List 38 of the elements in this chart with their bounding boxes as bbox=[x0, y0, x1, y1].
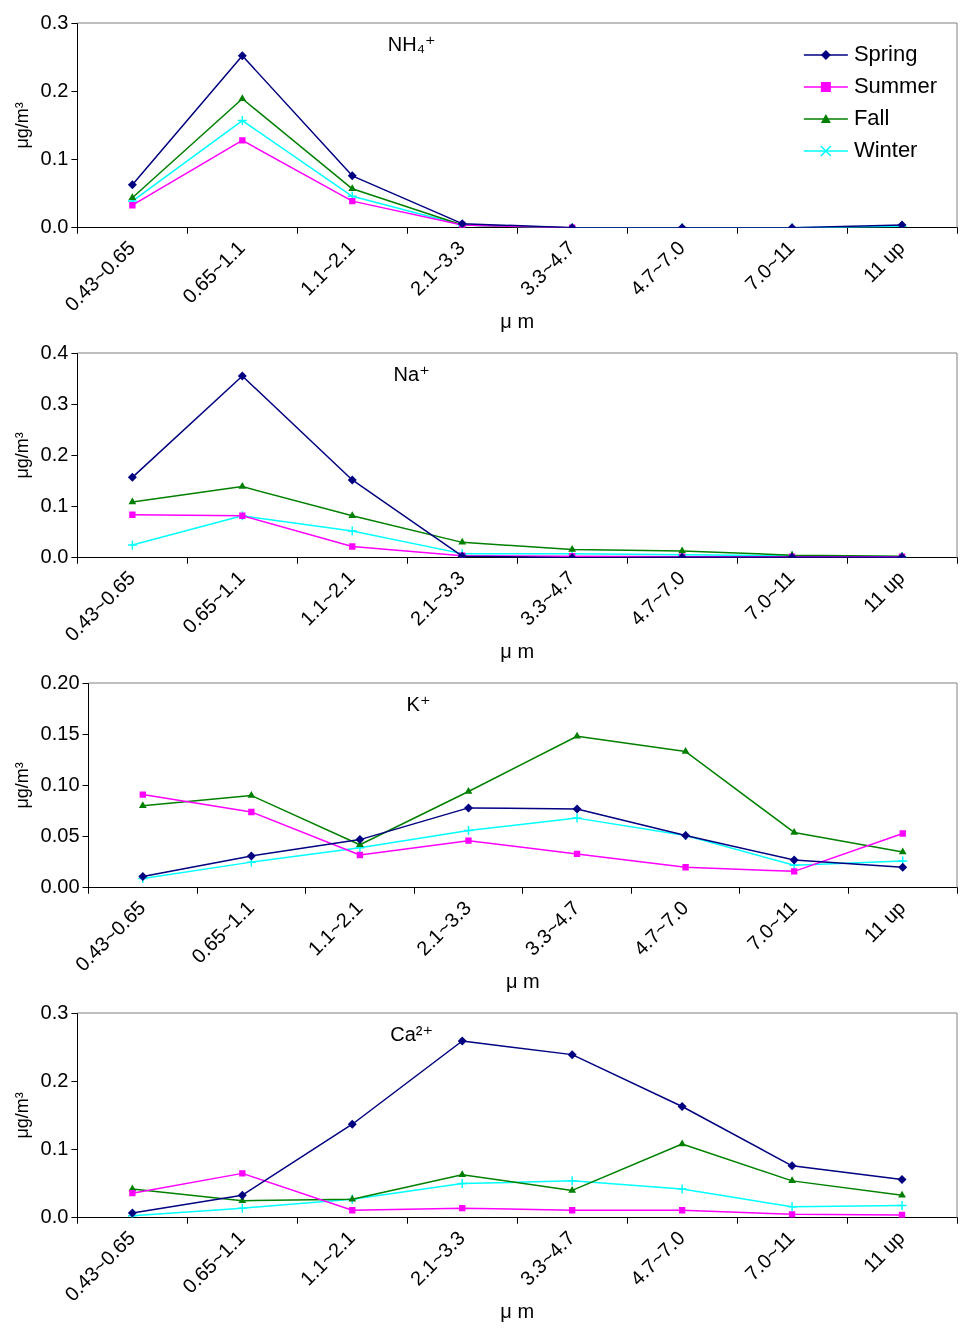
x-tick-label: 11 up bbox=[858, 1226, 909, 1277]
y-tick-label: 0.0 bbox=[40, 1205, 69, 1228]
y-axis-title: μg/m³ bbox=[11, 432, 32, 479]
legend-label: Summer bbox=[853, 73, 937, 99]
x-axis-title: μ m bbox=[500, 639, 535, 662]
y-tick-label: 0.3 bbox=[40, 1000, 69, 1023]
x-axis-title: μ m bbox=[500, 1299, 535, 1322]
y-tick-label: 0.3 bbox=[40, 391, 69, 414]
y-axis-title: μg/m³ bbox=[11, 102, 32, 149]
y-tick-label: 0.2 bbox=[40, 78, 69, 101]
text: K⁺ bbox=[406, 692, 431, 715]
y-axis-title: μg/m³ bbox=[11, 762, 32, 809]
legend-label: Spring bbox=[853, 41, 918, 67]
x-axis-title: μ m bbox=[500, 309, 535, 332]
y-tick-label: 0.0 bbox=[40, 545, 69, 568]
text: NH₄⁺ bbox=[387, 32, 436, 55]
y-tick-label: 0.1 bbox=[40, 147, 69, 169]
y-tick-label: 0.1 bbox=[40, 1137, 69, 1159]
y-tick-label: 0.20 bbox=[40, 670, 80, 693]
x-tick-label: 11 up bbox=[858, 236, 909, 287]
legend-label: Winter bbox=[853, 137, 918, 163]
legend-label: Fall bbox=[853, 105, 890, 131]
text: Na⁺ bbox=[393, 362, 430, 385]
y-tick-label: 0.0 bbox=[40, 215, 69, 238]
y-tick-label: 0.3 bbox=[40, 10, 69, 33]
y-tick-label: 0.2 bbox=[40, 1068, 69, 1091]
y-tick-label: 0.4 bbox=[40, 340, 69, 363]
y-tick-label: 0.00 bbox=[40, 875, 80, 898]
y-tick-label: 0.15 bbox=[40, 721, 80, 744]
y-tick-label: 0.2 bbox=[40, 442, 69, 465]
y-tick-label: 0.05 bbox=[40, 824, 80, 847]
y-axis-title: μg/m³ bbox=[11, 1092, 32, 1139]
x-axis-title: μ m bbox=[505, 969, 540, 992]
x-tick-label: 11 up bbox=[859, 896, 910, 947]
y-tick-label: 0.10 bbox=[40, 772, 80, 795]
y-tick-label: 0.1 bbox=[40, 494, 69, 517]
x-tick-label: 11 up bbox=[858, 566, 909, 617]
text: Ca²⁺ bbox=[390, 1022, 434, 1045]
